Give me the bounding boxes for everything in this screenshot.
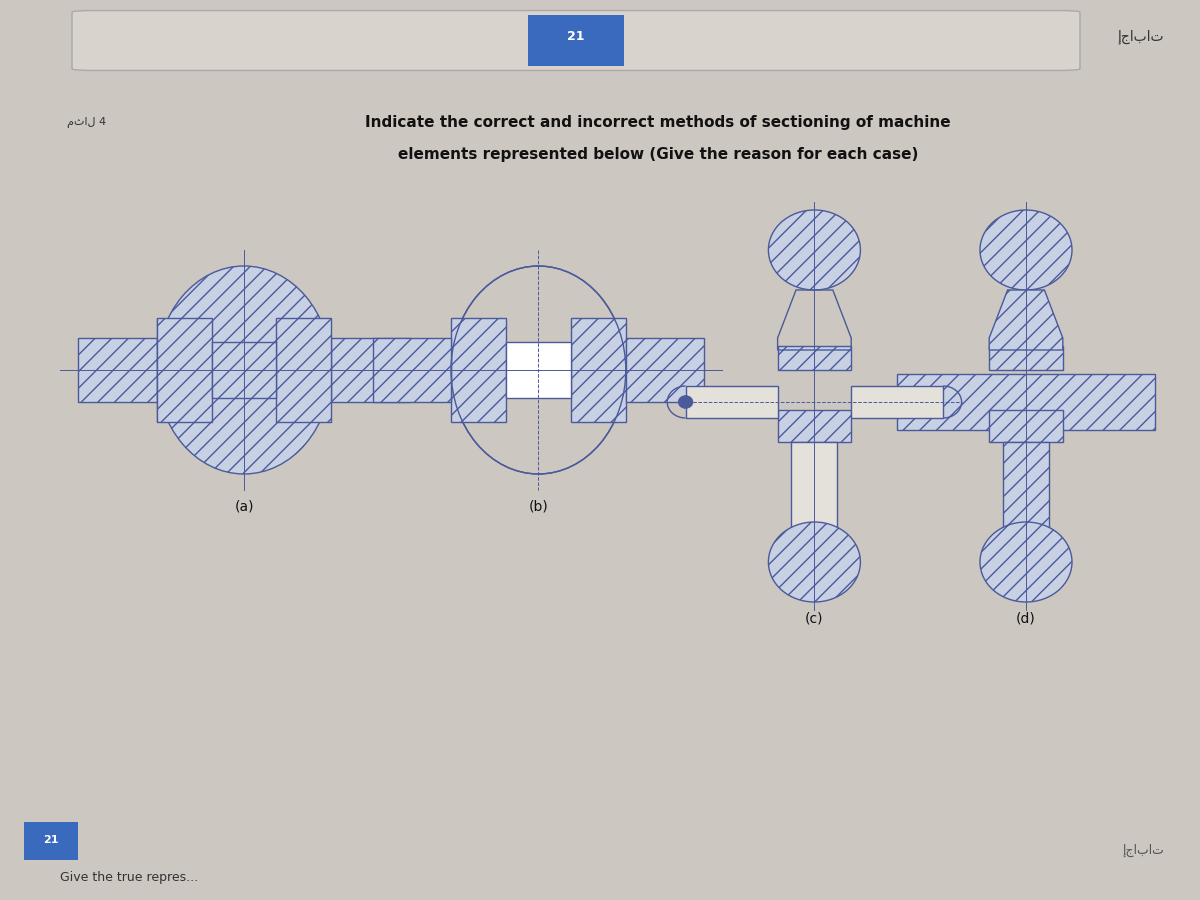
Bar — [373, 338, 451, 402]
FancyBboxPatch shape — [528, 14, 624, 67]
Bar — [78, 338, 156, 402]
Text: (c): (c) — [805, 611, 823, 625]
FancyBboxPatch shape — [72, 11, 1080, 70]
Text: (a): (a) — [234, 499, 253, 513]
Bar — [506, 342, 571, 398]
Bar — [626, 338, 704, 402]
Bar — [1003, 442, 1049, 530]
Bar — [451, 318, 506, 422]
Text: مثال 4: مثال 4 — [67, 116, 107, 128]
FancyBboxPatch shape — [24, 822, 78, 860]
Text: elements represented below (Give the reason for each case): elements represented below (Give the rea… — [398, 147, 918, 161]
Bar — [778, 410, 851, 442]
Ellipse shape — [157, 266, 331, 474]
Text: (b): (b) — [528, 499, 548, 513]
Text: 21: 21 — [568, 30, 584, 43]
Text: إجابات: إجابات — [1117, 29, 1164, 44]
Circle shape — [768, 522, 860, 602]
Bar — [211, 342, 276, 398]
Bar — [276, 318, 331, 422]
Text: Indicate the correct and incorrect methods of sectioning of machine: Indicate the correct and incorrect metho… — [365, 114, 950, 130]
Circle shape — [768, 210, 860, 290]
Bar — [989, 346, 1063, 370]
Bar — [156, 318, 211, 422]
Bar — [792, 442, 838, 530]
Text: Give the true repres...: Give the true repres... — [60, 871, 198, 884]
Circle shape — [980, 210, 1072, 290]
Text: (d): (d) — [1016, 611, 1036, 625]
Circle shape — [980, 522, 1072, 602]
Text: إجابات: إجابات — [1122, 844, 1164, 857]
Bar — [989, 410, 1063, 442]
Bar — [571, 318, 626, 422]
Bar — [898, 374, 1154, 430]
Bar — [685, 386, 778, 418]
Bar — [331, 338, 409, 402]
Text: 21: 21 — [43, 834, 58, 845]
Bar — [851, 386, 943, 418]
Circle shape — [678, 396, 692, 409]
Bar — [778, 346, 851, 370]
Polygon shape — [989, 290, 1063, 350]
